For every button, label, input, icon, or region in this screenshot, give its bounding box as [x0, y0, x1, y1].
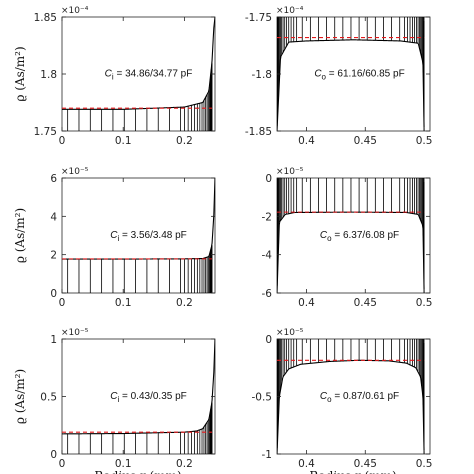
annotation-symbol: C [110, 391, 118, 402]
plot-area [62, 178, 215, 293]
y-exponent-label: ×10⁻⁵ [276, 167, 304, 177]
capacitance-annotation: Co = 0.87/0.61 pF [320, 391, 399, 404]
annotation-value: = 61.16/60.85 pF [326, 68, 405, 79]
annotation-value: = 0.43/0.35 pF [119, 391, 187, 402]
capacitance-annotation: Co = 6.37/6.08 pF [320, 230, 399, 243]
x-tick-label: 0.45 [354, 458, 377, 470]
y-tick-label: 1.85 [34, 12, 57, 24]
subplot-outer-3: 0.4 0.45 0.5 0 -0.5 -1 ×10⁻⁵ Co = 0.87/0.61 pF [252, 328, 433, 470]
x-tick-label: 0.2 [176, 297, 193, 309]
axes-box [61, 338, 216, 455]
x-tick-label: 0.1 [115, 458, 132, 470]
x-axis-label-left: Radius r (mm) [94, 469, 181, 474]
plot-area [277, 17, 425, 131]
capacitance-annotation: Ci = 34.86/34.77 pF [105, 68, 193, 81]
x-tick-label: 0.2 [176, 135, 193, 147]
y-tick-label: 0 [50, 288, 57, 300]
x-tick-label: 0.45 [354, 297, 377, 309]
y-exponent-label: ×10⁻⁵ [276, 328, 304, 338]
x-tick-label: 0.1 [115, 135, 132, 147]
x-tick-label: 0 [59, 135, 66, 147]
y-tick-label: 0 [50, 449, 57, 461]
y-axis-label: ϱ (As/m²) [13, 208, 27, 263]
y-tick-label: 1.8 [40, 69, 57, 81]
x-tick-label: 0.45 [354, 135, 377, 147]
y-tick-label: -1.8 [252, 69, 273, 81]
plot-area [277, 178, 425, 293]
y-tick-label: -4 [262, 250, 273, 262]
annotation-value: = 6.37/6.08 pF [332, 230, 400, 241]
y-tick-label: 0 [265, 334, 272, 346]
distribution-curve [62, 17, 215, 110]
subplot-inner-3: 0 0.1 0.2 0 0.5 1 ×10⁻⁵ Ci = 0.43/0.35 pF ϱ (As/… [13, 328, 216, 470]
subplot-inner-1: 0 0.1 0.2 1.75 1.8 1.85 ×10⁻⁴ Ci = 34.86/34.77 … [13, 6, 216, 147]
y-tick-label: -1 [262, 449, 272, 461]
y-tick-label: 1.75 [34, 126, 57, 138]
annotation-subscript: i [117, 395, 119, 404]
x-axis-label-right: Radius r (mm) [309, 469, 396, 474]
annotation-subscript: o [327, 234, 332, 243]
y-exponent-label: ×10⁻⁵ [61, 328, 89, 338]
y-tick-label: -1.85 [245, 126, 272, 138]
y-tick-label: 6 [50, 173, 57, 185]
axes-box [61, 16, 216, 132]
y-tick-label: 4 [50, 211, 57, 223]
annotation-symbol: C [314, 68, 322, 79]
plot-area [277, 339, 425, 454]
plot-area [62, 339, 215, 454]
annotation-subscript: o [327, 395, 332, 404]
annotation-value: = 3.56/3.48 pF [119, 230, 187, 241]
axes-box [61, 177, 216, 294]
y-tick-label: -6 [262, 288, 273, 300]
y-axis-label: ϱ (As/m²) [13, 369, 27, 424]
x-tick-label: 0.1 [115, 297, 132, 309]
y-axis-label: ϱ (As/m²) [13, 46, 27, 101]
y-tick-label: -1.75 [245, 12, 272, 24]
x-tick-label: 0.5 [416, 135, 433, 147]
annotation-symbol: C [110, 230, 118, 241]
annotation-subscript: i [117, 234, 119, 243]
x-tick-label: 0.4 [298, 458, 315, 470]
capacitance-annotation: Ci = 0.43/0.35 pF [110, 391, 187, 404]
plot-area [62, 17, 215, 131]
annotation-symbol: C [320, 230, 328, 241]
x-tick-label: 0 [59, 297, 66, 309]
x-tick-label: 0.5 [416, 458, 433, 470]
y-tick-label: -2 [262, 211, 272, 223]
x-tick-label: 0.2 [176, 458, 193, 470]
y-tick-label: -0.5 [252, 392, 273, 404]
distribution-curve [277, 39, 425, 131]
capacitance-annotation: Co = 61.16/60.85 pF [314, 68, 404, 81]
annotation-symbol: C [320, 391, 328, 402]
annotation-subscript: o [322, 72, 327, 81]
y-exponent-label: ×10⁻⁴ [61, 6, 89, 16]
annotation-symbol: C [105, 68, 113, 79]
annotation-value: = 34.86/34.77 pF [114, 68, 193, 79]
x-tick-label: 0 [59, 458, 66, 470]
y-tick-label: 1 [50, 334, 57, 346]
y-exponent-label: ×10⁻⁴ [276, 6, 304, 16]
x-tick-label: 0.4 [298, 297, 315, 309]
y-tick-label: 0.5 [40, 392, 57, 404]
x-tick-label: 0.5 [416, 297, 433, 309]
capacitance-annotation: Ci = 3.56/3.48 pF [110, 230, 187, 243]
y-exponent-label: ×10⁻⁵ [61, 167, 89, 177]
y-tick-label: 0 [265, 173, 272, 185]
annotation-value: = 0.87/0.61 pF [332, 391, 400, 402]
annotation-subscript: i [112, 72, 114, 81]
x-tick-label: 0.4 [298, 135, 315, 147]
subplot-outer-2: 0.4 0.45 0.5 0 -2 -4 -6 ×10⁻⁵ Co = 6.37/6.08 pF [262, 167, 433, 309]
subplot-outer-1: 0.4 0.45 0.5 -1.75 -1.8 -1.85 ×10⁻⁴ Co = 61.16/… [245, 6, 433, 147]
y-tick-label: 2 [50, 250, 57, 262]
subplot-inner-2: 0 0.1 0.2 0 2 4 6 ×10⁻⁵ Ci = 3.56/3.48 pF ϱ (As/m… [13, 167, 216, 309]
